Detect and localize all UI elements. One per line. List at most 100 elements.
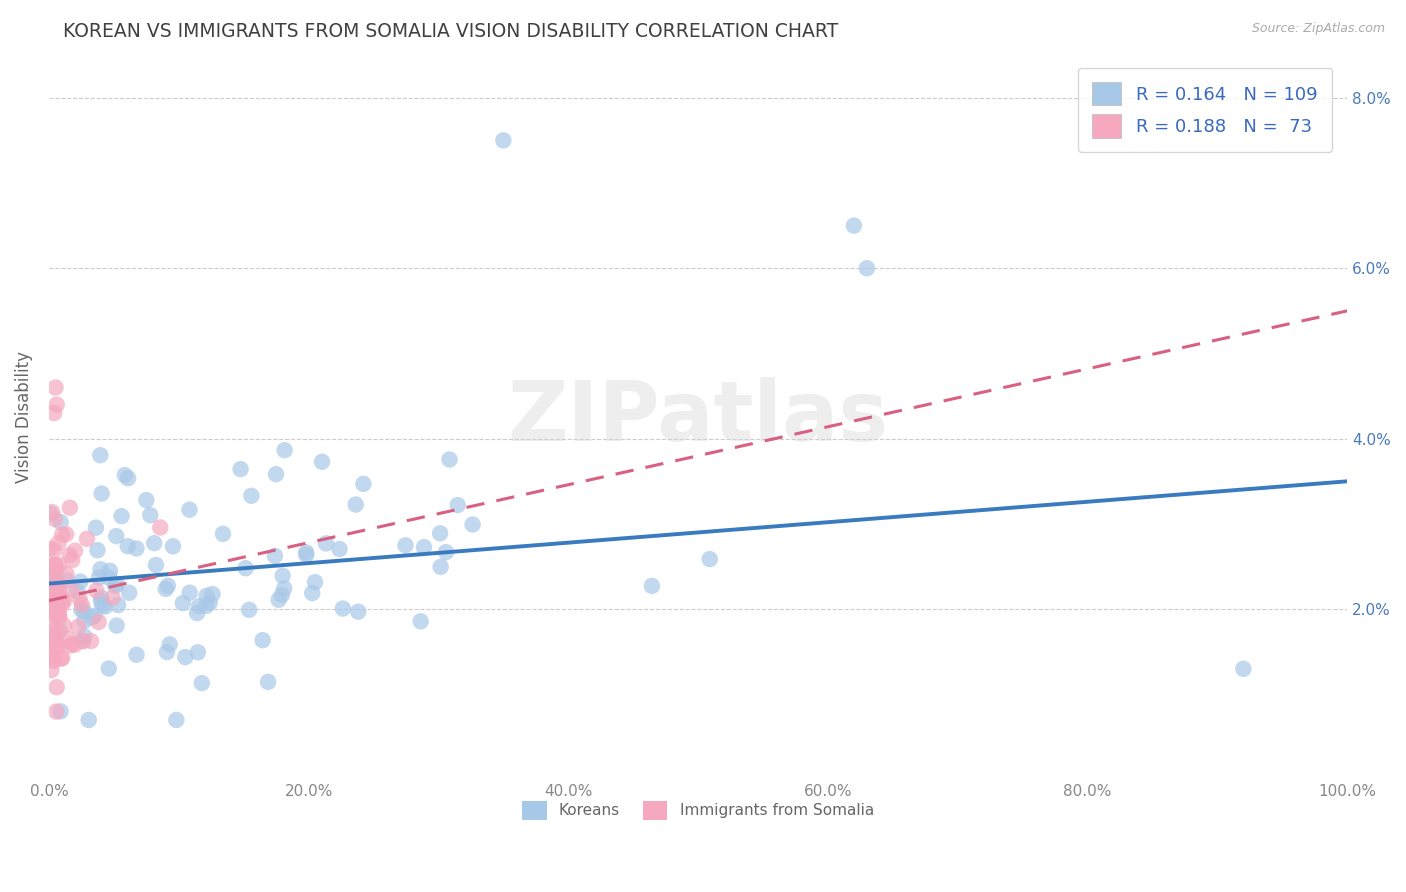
Point [267, 592, 290, 607]
Point [63, 638, 86, 652]
Point [252, 633, 274, 648]
Point [46, 575, 69, 590]
Point [240, 489, 263, 503]
Point [42, 654, 65, 668]
Point [55, 527, 77, 541]
Point [39, 507, 62, 521]
Point [39, 645, 62, 659]
Point [156, 579, 179, 593]
Point [41, 650, 63, 665]
Point [56, 574, 79, 588]
Point [45, 561, 67, 575]
Point [172, 596, 194, 610]
Point [51, 527, 73, 541]
Point [42, 623, 65, 637]
Point [55, 567, 77, 582]
Point [125, 541, 148, 556]
Point [97, 661, 120, 675]
Point [41, 574, 63, 588]
Point [110, 509, 132, 524]
Point [238, 603, 260, 617]
Point [44, 512, 66, 526]
Point [301, 586, 323, 600]
Point [49, 624, 72, 638]
Point [51, 651, 73, 665]
Point [48, 558, 70, 572]
Point [69, 591, 91, 606]
Point [60, 553, 83, 567]
Point [328, 542, 350, 557]
Point [44, 601, 66, 615]
Point [842, 219, 865, 233]
Point [273, 443, 295, 458]
Point [1232, 662, 1254, 676]
Point [91, 599, 114, 613]
Point [53, 618, 76, 632]
Point [446, 498, 468, 512]
Point [48, 575, 70, 590]
Point [41, 505, 63, 519]
Point [44, 579, 66, 593]
Point [273, 582, 295, 596]
Point [434, 545, 457, 559]
Point [429, 560, 451, 574]
Point [409, 615, 432, 629]
Point [45, 637, 67, 651]
Point [295, 548, 318, 562]
Point [46, 640, 69, 655]
Point [98, 564, 121, 578]
Point [48, 611, 70, 625]
Point [80, 610, 103, 624]
Point [90, 562, 112, 576]
Point [118, 586, 141, 600]
Point [117, 471, 139, 485]
Point [165, 713, 187, 727]
Point [44, 629, 66, 643]
Point [257, 674, 280, 689]
Point [315, 536, 337, 550]
Point [311, 455, 333, 469]
Point [72, 634, 94, 648]
Point [139, 508, 162, 522]
Point [198, 596, 221, 610]
Point [212, 526, 235, 541]
Point [304, 575, 326, 590]
Point [641, 579, 664, 593]
Point [86, 583, 108, 598]
Y-axis label: Vision Disability: Vision Disability [15, 351, 32, 483]
Point [45, 607, 67, 622]
Text: KOREAN VS IMMIGRANTS FROM SOMALIA VISION DISABILITY CORRELATION CHART: KOREAN VS IMMIGRANTS FROM SOMALIA VISION… [63, 22, 838, 41]
Point [45, 680, 67, 694]
Point [84, 521, 107, 535]
Point [39, 589, 62, 603]
Point [59, 639, 82, 653]
Point [439, 452, 461, 467]
Point [70, 603, 93, 617]
Point [135, 493, 157, 508]
Point [41, 565, 63, 579]
Point [229, 462, 252, 476]
Point [332, 601, 354, 615]
Point [105, 618, 128, 632]
Point [44, 380, 66, 394]
Point [856, 261, 879, 276]
Point [90, 591, 112, 605]
Point [48, 608, 70, 623]
Point [59, 500, 82, 515]
Point [77, 713, 100, 727]
Point [69, 574, 91, 589]
Point [39, 602, 62, 616]
Point [73, 604, 96, 618]
Point [461, 517, 484, 532]
Point [107, 598, 129, 612]
Point [46, 625, 69, 640]
Point [105, 529, 128, 543]
Point [264, 467, 287, 482]
Point [155, 582, 177, 596]
Point [60, 582, 83, 597]
Point [38, 599, 60, 614]
Point [89, 448, 111, 462]
Point [48, 593, 70, 607]
Point [394, 538, 416, 552]
Point [143, 536, 166, 550]
